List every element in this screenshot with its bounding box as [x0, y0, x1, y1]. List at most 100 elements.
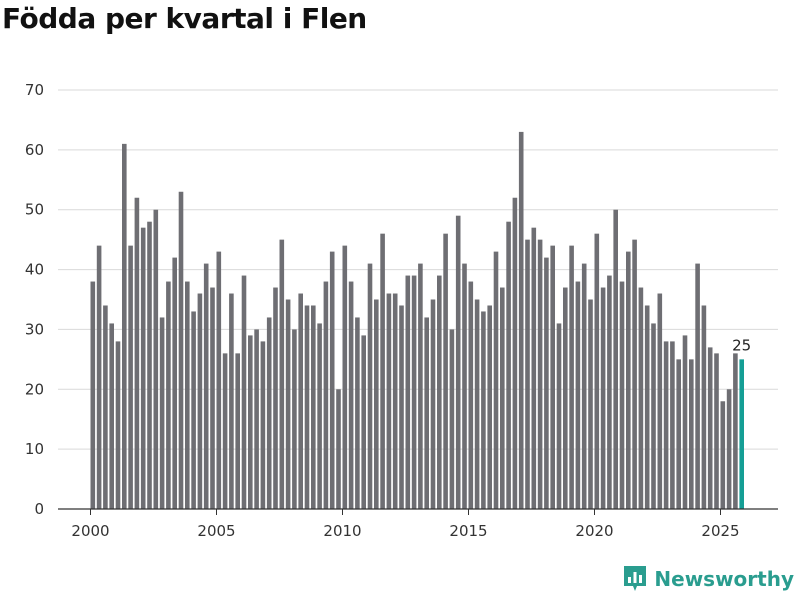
bar	[512, 197, 518, 510]
bar	[203, 263, 209, 509]
brand-logo: Newsworthy	[622, 564, 794, 594]
chart-title: Födda per kvartal i Flen	[2, 2, 367, 35]
y-tick-label: 50	[25, 201, 44, 219]
bar	[140, 227, 146, 510]
bar	[273, 287, 278, 509]
bar	[607, 275, 612, 509]
bar	[348, 281, 354, 509]
bar	[367, 263, 373, 509]
bar	[311, 305, 316, 509]
bar	[556, 323, 562, 509]
bar	[424, 317, 429, 509]
bar	[682, 335, 688, 509]
bar	[638, 287, 644, 509]
bar	[455, 215, 461, 509]
y-tick-label: 20	[25, 380, 44, 398]
bar	[285, 299, 291, 509]
x-tick-label: 2010	[323, 522, 361, 540]
bar	[147, 221, 152, 509]
bar	[739, 359, 744, 509]
bar	[279, 239, 285, 509]
bar	[405, 275, 411, 509]
bar	[657, 293, 663, 509]
bar	[292, 329, 297, 509]
bar	[569, 245, 574, 509]
bar	[676, 359, 681, 509]
bar	[185, 281, 190, 509]
bar	[537, 239, 543, 509]
bar	[222, 353, 228, 509]
bar	[210, 287, 215, 509]
bar	[443, 233, 448, 509]
bar	[197, 293, 203, 509]
bar	[714, 353, 719, 509]
bar	[122, 143, 127, 509]
bar	[90, 281, 96, 509]
bar	[481, 311, 486, 509]
bar	[651, 323, 656, 509]
bar	[342, 245, 348, 509]
bar	[115, 341, 121, 509]
x-tick-label: 2025	[701, 522, 739, 540]
bar	[720, 401, 726, 509]
bar	[632, 239, 637, 509]
bar	[380, 233, 385, 509]
x-tick-label: 2000	[71, 522, 109, 540]
bar	[626, 251, 631, 510]
bar	[241, 275, 247, 509]
bar	[531, 227, 537, 510]
bar	[600, 287, 606, 509]
bar	[550, 245, 555, 509]
bar	[96, 245, 102, 509]
bar	[707, 347, 713, 509]
bar	[260, 341, 266, 509]
bar	[525, 239, 530, 509]
x-tick-label: 2020	[575, 522, 613, 540]
bar	[134, 197, 140, 510]
bar	[103, 305, 108, 509]
bar	[254, 329, 259, 509]
bar	[563, 287, 568, 509]
bar	[216, 251, 222, 510]
bar	[418, 263, 423, 509]
y-tick-label: 10	[25, 440, 44, 458]
bar	[619, 281, 625, 509]
bar	[588, 299, 593, 509]
y-tick-label: 60	[25, 141, 44, 159]
bar	[317, 323, 322, 509]
x-tick-label: 2005	[197, 522, 235, 540]
bar	[544, 257, 549, 509]
bar	[128, 245, 133, 509]
bar	[304, 305, 310, 509]
bar	[581, 263, 587, 509]
bars	[90, 131, 744, 510]
bar	[506, 221, 511, 509]
bar	[323, 281, 329, 509]
bar	[701, 305, 707, 509]
bar	[329, 251, 335, 510]
bar	[575, 281, 581, 509]
bar	[229, 293, 234, 509]
bar	[493, 251, 499, 510]
bar	[298, 293, 303, 509]
y-tick-label: 0	[34, 500, 44, 518]
y-tick-label: 30	[25, 320, 44, 338]
bar	[437, 275, 442, 509]
bar	[613, 209, 618, 509]
bar	[166, 281, 171, 509]
bar	[449, 329, 455, 509]
bar	[153, 209, 159, 509]
bar	[487, 305, 492, 509]
bar	[399, 305, 404, 509]
bar	[644, 305, 650, 509]
y-tick-label: 70	[25, 81, 44, 99]
bar	[235, 353, 240, 509]
bar	[248, 335, 253, 509]
bar	[266, 317, 272, 509]
bar	[462, 263, 467, 509]
bar	[733, 353, 738, 509]
bar	[374, 299, 379, 509]
bar	[518, 131, 524, 509]
bar	[191, 311, 196, 509]
